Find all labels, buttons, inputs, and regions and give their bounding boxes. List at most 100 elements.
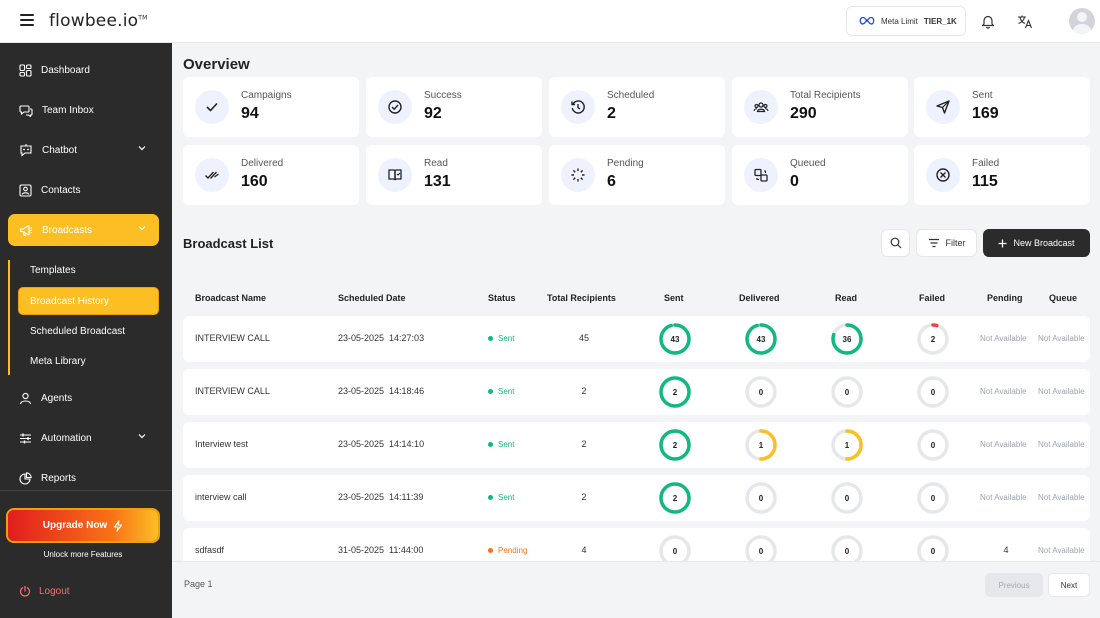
scheduled-date: 23-05-2025 14:11:39	[338, 492, 424, 502]
agents-icon	[19, 392, 32, 404]
stat-card-success: Success 92	[366, 77, 542, 137]
search-icon	[890, 237, 901, 249]
column-header-delivered[interactable]: Delivered	[739, 293, 780, 303]
table-row[interactable]	[183, 369, 1090, 415]
sidebar-item-agents[interactable]: Agents	[9, 383, 158, 413]
meta-infinity-icon	[859, 16, 875, 25]
table-row[interactable]	[183, 422, 1090, 468]
logo[interactable]: flowbee.ioTM	[49, 11, 148, 31]
sidebar-item-reports[interactable]: Reports	[9, 463, 158, 493]
sidebar-subitem-templates[interactable]: Templates	[30, 264, 76, 276]
stat-label: Scheduled	[607, 90, 655, 101]
stat-label: Queued	[790, 158, 826, 169]
table-row[interactable]	[183, 316, 1090, 362]
chevron-down-icon	[138, 226, 146, 231]
stat-card-scheduled: Scheduled 2	[549, 77, 725, 137]
next-button[interactable]: Next	[1048, 573, 1090, 597]
sidebar-item-team-inbox[interactable]: Team Inbox	[9, 95, 158, 125]
filter-icon	[928, 238, 939, 248]
broadcast-name[interactable]: sdfasdf	[195, 545, 225, 555]
failed-ring: 2	[917, 323, 949, 355]
svg-text:2: 2	[673, 494, 678, 503]
bell-icon[interactable]	[979, 12, 997, 30]
column-header-name[interactable]: Broadcast Name	[195, 293, 267, 303]
table-row[interactable]	[183, 475, 1090, 521]
avatar[interactable]	[1069, 8, 1095, 34]
svg-text:1: 1	[845, 441, 850, 450]
chevron-down-icon	[138, 146, 146, 151]
status-badge: Sent	[488, 387, 514, 396]
filter-button[interactable]: Filter	[916, 229, 977, 257]
previous-button[interactable]: Previous	[985, 573, 1043, 597]
sidebar-item-dashboard[interactable]: Dashboard	[9, 55, 158, 85]
stat-card-sent: Sent 169	[914, 77, 1090, 137]
svg-text:0: 0	[845, 494, 850, 503]
sidebar-subitem-broadcast-history[interactable]: Broadcast History	[19, 288, 158, 314]
total-recipients: 2	[581, 492, 587, 502]
pie-chart-icon	[19, 471, 32, 485]
sidebar-item-broadcasts[interactable]: Broadcasts	[9, 215, 158, 245]
scheduled-date: 23-05-2025 14:14:10	[338, 439, 425, 449]
failed-ring: 0	[917, 482, 949, 514]
svg-text:0: 0	[759, 388, 764, 397]
total-recipients: 2	[581, 439, 587, 449]
logout-button[interactable]: Logout	[19, 585, 70, 597]
column-header-pending[interactable]: Pending	[987, 293, 1023, 303]
top-bar: flowbee.ioTM Meta Limit TIER_1K	[0, 0, 1100, 43]
status-dot	[488, 495, 493, 500]
stat-card-campaigns: Campaigns 94	[183, 77, 359, 137]
column-header-queue[interactable]: Queue	[1049, 293, 1078, 303]
sidebar-item-chatbot[interactable]: Chatbot	[9, 135, 158, 165]
stat-value: 131	[424, 173, 451, 190]
svg-text:1: 1	[759, 441, 764, 450]
column-header-total[interactable]: Total Recipients	[547, 293, 616, 303]
column-header-date[interactable]: Scheduled Date	[338, 293, 406, 303]
queue-value: Not Available	[1038, 334, 1085, 343]
stat-value: 2	[607, 105, 616, 122]
chat-icon	[19, 104, 33, 117]
column-header-read[interactable]: Read	[835, 293, 858, 303]
sidebar-item-automation[interactable]: Automation	[9, 423, 158, 453]
read-ring: 0	[831, 482, 863, 514]
stat-label: Total Recipients	[790, 90, 861, 101]
broadcast-name[interactable]: interview call	[195, 492, 247, 502]
delivered-ring: 43	[745, 323, 777, 355]
search-button[interactable]	[881, 229, 910, 257]
broadcast-name[interactable]: INTERVIEW CALL	[195, 333, 270, 343]
failed-ring: 0	[917, 376, 949, 408]
pagination-footer	[172, 561, 1100, 618]
sent-ring: 2	[659, 376, 691, 408]
queue-value: Not Available	[1038, 387, 1085, 396]
new-broadcast-button[interactable]: New Broadcast	[983, 229, 1090, 257]
stat-label: Failed	[972, 158, 1000, 169]
upgrade-button[interactable]: Upgrade Now	[8, 510, 158, 541]
broadcast-name[interactable]: Interview test	[195, 439, 249, 449]
stat-label: Pending	[607, 158, 644, 169]
delivered-ring: 0	[745, 376, 777, 408]
broadcast-list-title: Broadcast List	[183, 236, 274, 251]
sent-ring: 2	[659, 429, 691, 461]
stat-value: 94	[241, 105, 259, 122]
stat-value: 115	[972, 173, 998, 190]
submenu-indicator	[8, 260, 10, 375]
svg-text:0: 0	[931, 388, 936, 397]
sidebar-subitem-meta-library[interactable]: Meta Library	[30, 355, 86, 367]
svg-text:43: 43	[671, 335, 680, 344]
column-header-failed[interactable]: Failed	[919, 293, 946, 303]
meta-limit-badge[interactable]: Meta Limit TIER_1K	[846, 6, 966, 36]
column-header-status[interactable]: Status	[488, 293, 516, 303]
stat-card-failed: Failed 115	[914, 145, 1090, 205]
campaigns-icon	[195, 90, 229, 124]
svg-text:0: 0	[845, 388, 850, 397]
stat-card-total-recipients: Total Recipients 290	[732, 77, 908, 137]
column-header-sent[interactable]: Sent	[664, 293, 684, 303]
broadcast-name[interactable]: INTERVIEW CALL	[195, 386, 270, 396]
pending-value: 4	[1003, 545, 1009, 555]
status-dot	[488, 336, 493, 341]
scheduled-date: 23-05-2025 14:18:46	[338, 386, 425, 396]
pending-value: Not Available	[980, 493, 1027, 502]
translate-icon[interactable]	[1016, 12, 1034, 30]
menu-icon[interactable]	[20, 14, 34, 26]
sidebar-item-contacts[interactable]: Contacts	[9, 175, 158, 205]
sidebar-subitem-scheduled-broadcast[interactable]: Scheduled Broadcast	[30, 325, 126, 337]
